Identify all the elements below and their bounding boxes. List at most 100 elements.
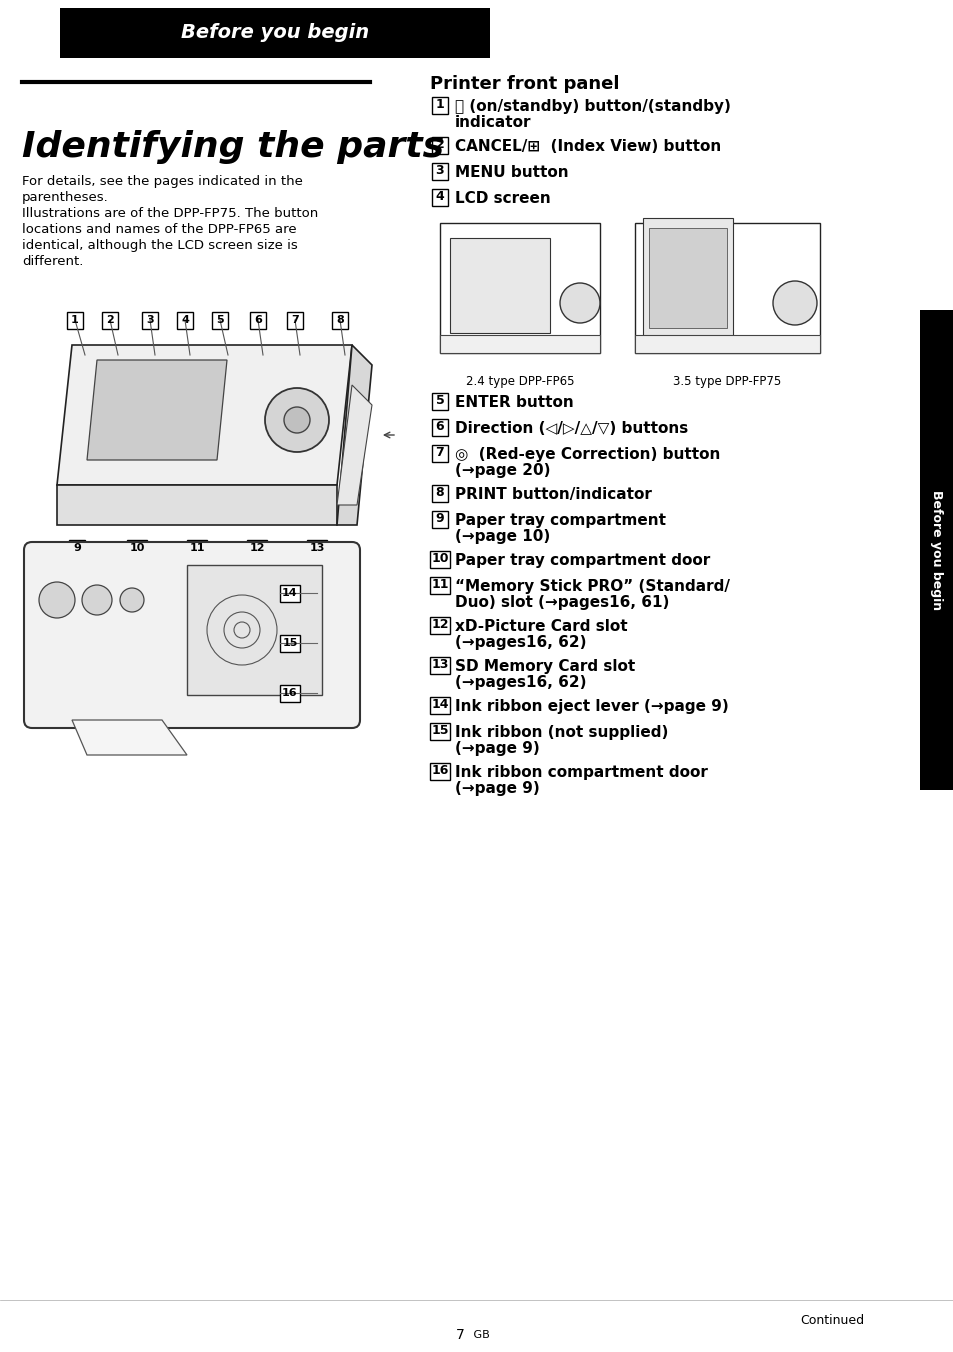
FancyBboxPatch shape xyxy=(280,634,299,652)
FancyBboxPatch shape xyxy=(432,188,448,206)
FancyBboxPatch shape xyxy=(287,311,303,329)
Bar xyxy=(635,335,820,353)
Circle shape xyxy=(82,585,112,615)
FancyBboxPatch shape xyxy=(432,162,448,180)
Text: 5: 5 xyxy=(216,315,224,324)
Text: Ink ribbon compartment door: Ink ribbon compartment door xyxy=(455,765,707,780)
Text: 2: 2 xyxy=(436,138,444,151)
FancyBboxPatch shape xyxy=(280,584,299,602)
Polygon shape xyxy=(57,345,352,485)
Text: Before you begin: Before you begin xyxy=(181,23,369,42)
Text: 4: 4 xyxy=(436,191,444,204)
FancyBboxPatch shape xyxy=(430,617,450,634)
Text: (→pages16, 62): (→pages16, 62) xyxy=(455,675,586,690)
Text: Identifying the parts: Identifying the parts xyxy=(22,130,444,164)
Polygon shape xyxy=(87,360,227,460)
Text: 7: 7 xyxy=(456,1328,464,1343)
Text: 5: 5 xyxy=(436,395,444,407)
Text: 3: 3 xyxy=(146,315,153,324)
Text: 8: 8 xyxy=(335,315,343,324)
Text: 15: 15 xyxy=(431,725,448,737)
Text: 13: 13 xyxy=(431,658,448,672)
Text: 12: 12 xyxy=(249,544,265,553)
FancyBboxPatch shape xyxy=(430,576,450,594)
Text: 10: 10 xyxy=(431,553,448,565)
Text: 14: 14 xyxy=(282,588,297,598)
FancyBboxPatch shape xyxy=(635,223,820,353)
Text: 6: 6 xyxy=(436,420,444,434)
Circle shape xyxy=(39,581,75,618)
Text: 9: 9 xyxy=(436,512,444,526)
Circle shape xyxy=(120,588,144,612)
Text: Direction (◁/▷/△/▽) buttons: Direction (◁/▷/△/▽) buttons xyxy=(455,420,687,435)
FancyBboxPatch shape xyxy=(432,419,448,435)
Text: 11: 11 xyxy=(189,544,205,553)
Text: 2.4 type DPP-FP65: 2.4 type DPP-FP65 xyxy=(465,375,574,388)
Text: 10: 10 xyxy=(130,544,145,553)
Text: ⓘ (on/standby) button/(standby): ⓘ (on/standby) button/(standby) xyxy=(455,99,730,114)
FancyBboxPatch shape xyxy=(142,311,158,329)
Text: 13: 13 xyxy=(309,544,324,553)
FancyBboxPatch shape xyxy=(187,565,322,695)
Text: 15: 15 xyxy=(282,638,297,648)
Bar xyxy=(439,335,599,353)
FancyBboxPatch shape xyxy=(187,539,207,557)
Text: 1: 1 xyxy=(71,315,79,324)
Text: 2: 2 xyxy=(106,315,113,324)
Text: 16: 16 xyxy=(282,688,297,698)
FancyBboxPatch shape xyxy=(430,657,450,673)
Text: identical, although the LCD screen size is: identical, although the LCD screen size … xyxy=(22,239,297,251)
FancyBboxPatch shape xyxy=(432,484,448,502)
Text: (→pages16, 62): (→pages16, 62) xyxy=(455,635,586,650)
Text: GB: GB xyxy=(470,1330,489,1340)
FancyBboxPatch shape xyxy=(127,539,147,557)
FancyBboxPatch shape xyxy=(432,137,448,154)
Text: Paper tray compartment door: Paper tray compartment door xyxy=(455,553,709,568)
Text: 3: 3 xyxy=(436,165,444,177)
Text: indicator: indicator xyxy=(455,115,531,130)
FancyBboxPatch shape xyxy=(280,684,299,702)
Text: Paper tray compartment: Paper tray compartment xyxy=(455,512,665,529)
Bar xyxy=(919,310,953,790)
Text: 6: 6 xyxy=(253,315,262,324)
FancyBboxPatch shape xyxy=(430,550,450,568)
FancyBboxPatch shape xyxy=(332,311,348,329)
FancyBboxPatch shape xyxy=(24,542,359,727)
Circle shape xyxy=(559,283,599,323)
Text: Continued: Continued xyxy=(800,1314,863,1326)
Text: Duo) slot (→pages16, 61): Duo) slot (→pages16, 61) xyxy=(455,595,669,610)
Text: CANCEL/⊞  (Index View) button: CANCEL/⊞ (Index View) button xyxy=(455,139,720,154)
Text: (→page 9): (→page 9) xyxy=(455,741,539,756)
Circle shape xyxy=(265,388,329,452)
Polygon shape xyxy=(336,345,372,525)
FancyBboxPatch shape xyxy=(432,392,448,410)
Polygon shape xyxy=(57,485,336,525)
Text: locations and names of the DPP-FP65 are: locations and names of the DPP-FP65 are xyxy=(22,223,296,237)
Text: 12: 12 xyxy=(431,618,448,631)
FancyBboxPatch shape xyxy=(430,722,450,740)
FancyBboxPatch shape xyxy=(177,311,193,329)
Text: 16: 16 xyxy=(431,764,448,777)
FancyBboxPatch shape xyxy=(307,539,327,557)
FancyBboxPatch shape xyxy=(102,311,118,329)
Text: PRINT button/indicator: PRINT button/indicator xyxy=(455,487,651,502)
FancyBboxPatch shape xyxy=(648,228,726,329)
Text: For details, see the pages indicated in the: For details, see the pages indicated in … xyxy=(22,174,302,188)
FancyBboxPatch shape xyxy=(432,445,448,461)
Text: 8: 8 xyxy=(436,487,444,499)
FancyBboxPatch shape xyxy=(642,218,732,338)
FancyBboxPatch shape xyxy=(439,223,599,353)
FancyBboxPatch shape xyxy=(247,539,267,557)
Text: (→page 10): (→page 10) xyxy=(455,529,550,544)
Circle shape xyxy=(772,281,816,324)
Bar xyxy=(60,8,490,58)
Text: Ink ribbon (not supplied): Ink ribbon (not supplied) xyxy=(455,725,668,740)
FancyBboxPatch shape xyxy=(69,539,85,557)
Text: (→page 9): (→page 9) xyxy=(455,781,539,796)
Text: 14: 14 xyxy=(431,699,448,711)
FancyBboxPatch shape xyxy=(432,511,448,527)
Text: (→page 20): (→page 20) xyxy=(455,462,550,479)
FancyBboxPatch shape xyxy=(432,96,448,114)
Text: parentheses.: parentheses. xyxy=(22,191,109,204)
Polygon shape xyxy=(71,721,187,754)
